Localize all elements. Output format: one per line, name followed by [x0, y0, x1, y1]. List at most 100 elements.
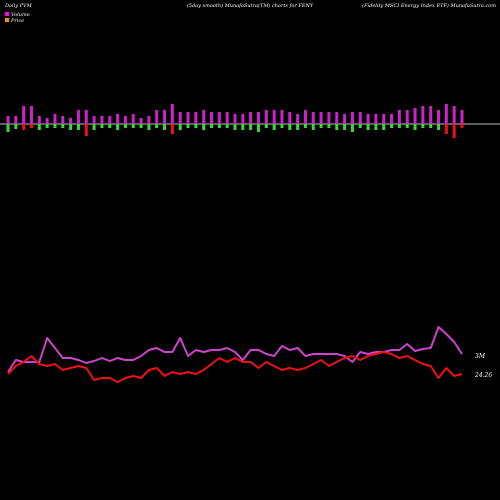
pvm-up-bar: [374, 114, 378, 124]
pvm-up-bar: [123, 116, 127, 124]
pvm-up-bar: [116, 114, 120, 124]
pvm-up-bar: [186, 112, 190, 124]
header-left: Daily PVM: [4, 3, 33, 9]
price-line: [7, 351, 463, 383]
pvm-down-bar: [452, 124, 456, 138]
pvm-down-bar: [335, 124, 339, 130]
pvm-up-bar: [210, 112, 214, 124]
pvm-down-bar: [444, 124, 448, 134]
pvm-up-bar: [249, 112, 253, 124]
pvm-down-bar: [256, 124, 260, 132]
pvm-up-bar: [69, 118, 73, 124]
price-label: 24.26: [474, 372, 492, 379]
legend-price-label: Price: [10, 18, 24, 24]
pvm-down-bar: [194, 124, 198, 128]
pvm-up-bar: [366, 114, 370, 124]
pvm-up-bar: [14, 116, 18, 124]
pvm-up-bar: [155, 110, 159, 124]
pvm-up-bar: [413, 108, 417, 124]
pvm-down-bar: [225, 124, 229, 128]
pvm-down-bar: [69, 124, 73, 130]
pvm-up-bar: [163, 110, 167, 124]
pvm-up-bar: [272, 110, 276, 124]
pvm-down-bar: [413, 124, 417, 130]
pvm-up-bar: [131, 114, 135, 124]
pvm-down-bar: [311, 124, 315, 130]
pvm-up-bar: [280, 110, 284, 124]
pvm-down-bar: [186, 124, 190, 128]
pvm-up-bar: [37, 116, 41, 124]
pvm-up-bar: [6, 116, 10, 124]
pvm-down-bar: [14, 124, 18, 129]
pvm-up-bar: [241, 114, 245, 124]
pvm-up-bar: [421, 106, 425, 124]
pvm-down-bar: [280, 124, 284, 128]
pvm-down-bar: [37, 124, 41, 130]
pvm-up-bar: [194, 112, 198, 124]
pvm-up-bar: [327, 112, 331, 124]
pvm-down-bar: [147, 124, 151, 130]
pvm-up-bar: [350, 112, 354, 124]
pvm-up-bar: [382, 114, 386, 124]
pvm-down-bar: [288, 124, 292, 130]
pvm-down-bar: [429, 124, 433, 128]
pvm-up-bar: [217, 112, 221, 124]
volume-line: [7, 326, 463, 373]
pvm-up-bar: [343, 114, 347, 124]
pvm-up-bar: [170, 104, 174, 124]
pvm-up-bar: [256, 112, 260, 124]
pvm-up-bar: [29, 106, 33, 124]
pvm-up-bar: [405, 110, 409, 124]
pvm-down-bar: [390, 124, 394, 128]
pvm-up-bar: [100, 116, 104, 124]
pvm-down-bar: [343, 124, 347, 130]
pvm-down-bar: [272, 124, 276, 130]
pvm-down-bar: [358, 124, 362, 128]
pvm-up-bar: [84, 110, 88, 124]
pvm-down-bar: [6, 124, 10, 132]
pvm-down-bar: [202, 124, 206, 130]
pvm-down-bar: [397, 124, 401, 128]
pvm-down-bar: [45, 124, 49, 128]
pvm-up-bar: [460, 110, 464, 124]
pvm-down-bar: [319, 124, 323, 128]
legend-volume-label: Volume: [11, 12, 30, 18]
pvm-up-bar: [225, 112, 229, 124]
pvm-down-bar: [217, 124, 221, 128]
pvm-up-bar: [178, 112, 182, 124]
pvm-down-bar: [61, 124, 65, 128]
pvm-up-bar: [76, 110, 80, 124]
pvm-down-bar: [264, 124, 268, 128]
pvm-up-bar: [202, 110, 206, 124]
pvm-down-bar: [233, 124, 237, 130]
pvm-up-bar: [288, 112, 292, 124]
pvm-down-bar: [108, 124, 112, 128]
pvm-up-bar: [444, 104, 448, 124]
pvm-down-bar: [155, 124, 159, 128]
pvm-up-bar: [319, 112, 323, 124]
header-right: (Fidelity MSCI Energy Index ETF) MunafaS…: [362, 2, 496, 9]
pvm-down-bar: [84, 124, 88, 136]
pvm-down-bar: [53, 124, 57, 128]
pvm-up-bar: [397, 110, 401, 124]
pvm-up-bar: [429, 106, 433, 124]
pvm-up-bar: [61, 116, 65, 124]
pvm-up-bar: [53, 114, 57, 124]
pvm-down-bar: [241, 124, 245, 130]
pvm-up-bar: [296, 114, 300, 124]
volume-label: 3M: [475, 353, 486, 360]
pvm-down-bar: [437, 124, 441, 130]
pvm-up-bar: [335, 112, 339, 124]
pvm-down-bar: [29, 124, 33, 128]
pvm-up-bar: [108, 116, 112, 124]
line-group: [7, 326, 463, 383]
pvm-up-bar: [264, 110, 268, 124]
pvm-down-bar: [303, 124, 307, 128]
pvm-up-bar: [233, 114, 237, 124]
legend-price-swatch: [5, 18, 9, 22]
pvm-up-bar: [45, 118, 49, 124]
pvm-up-bar: [358, 112, 362, 124]
pvm-bar-group: [6, 104, 464, 138]
pvm-down-bar: [210, 124, 214, 128]
